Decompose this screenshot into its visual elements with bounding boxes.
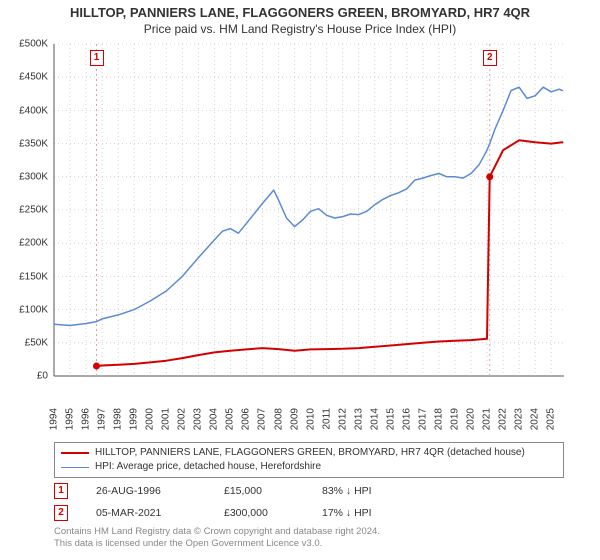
x-tick-label: 1997 <box>97 408 108 430</box>
x-tick-label: 2000 <box>145 408 156 430</box>
transactions-table: 1 26-AUG-1996 £15,000 83% ↓ HPI 2 05-MAR… <box>54 480 564 524</box>
transaction-diff: 17% ↓ HPI <box>322 507 412 519</box>
x-tick-label: 2001 <box>161 408 172 430</box>
sale-marker-1: 1 <box>90 50 104 66</box>
legend-label-hpi: HPI: Average price, detached house, Here… <box>95 460 321 474</box>
transaction-marker-1: 1 <box>54 483 68 499</box>
x-tick-label: 2006 <box>241 408 252 430</box>
x-tick-label: 2025 <box>546 408 557 430</box>
x-tick-label: 2004 <box>209 408 220 430</box>
transaction-date: 05-MAR-2021 <box>96 507 196 519</box>
x-tick-label: 2005 <box>225 408 236 430</box>
x-tick-label: 1998 <box>113 408 124 430</box>
chart-title: HILLTOP, PANNIERS LANE, FLAGGONERS GREEN… <box>0 0 600 20</box>
x-tick-label: 2024 <box>530 408 541 430</box>
transaction-date: 26-AUG-1996 <box>96 485 196 497</box>
legend-item-property: HILLTOP, PANNIERS LANE, FLAGGONERS GREEN… <box>61 446 557 460</box>
x-tick-label: 2016 <box>401 408 412 430</box>
y-tick-label: £500K <box>19 39 48 50</box>
chart-svg <box>0 38 600 438</box>
legend-item-hpi: HPI: Average price, detached house, Here… <box>61 460 557 474</box>
x-tick-label: 2014 <box>369 408 380 430</box>
footer-line-2: This data is licensed under the Open Gov… <box>54 538 564 550</box>
x-tick-label: 1995 <box>65 408 76 430</box>
x-tick-label: 2007 <box>257 408 268 430</box>
x-tick-label: 2010 <box>305 408 316 430</box>
transaction-diff: 83% ↓ HPI <box>322 485 412 497</box>
x-tick-label: 2013 <box>353 408 364 430</box>
transaction-price: £15,000 <box>224 485 294 497</box>
y-tick-label: £150K <box>19 271 48 282</box>
legend-swatch-hpi <box>61 467 89 468</box>
footer-line-1: Contains HM Land Registry data © Crown c… <box>54 526 564 538</box>
transaction-marker-2: 2 <box>54 505 68 521</box>
legend-label-property: HILLTOP, PANNIERS LANE, FLAGGONERS GREEN… <box>95 446 525 460</box>
transaction-price: £300,000 <box>224 507 294 519</box>
x-tick-label: 2015 <box>385 408 396 430</box>
legend-swatch-property <box>61 452 89 454</box>
x-tick-label: 2023 <box>514 408 525 430</box>
y-tick-label: £50K <box>25 338 48 349</box>
legend: HILLTOP, PANNIERS LANE, FLAGGONERS GREEN… <box>54 442 564 478</box>
x-tick-label: 2019 <box>449 408 460 430</box>
y-tick-label: £450K <box>19 72 48 83</box>
x-tick-label: 2012 <box>337 408 348 430</box>
footer: Contains HM Land Registry data © Crown c… <box>54 526 564 550</box>
chart-subtitle: Price paid vs. HM Land Registry's House … <box>0 20 600 38</box>
y-tick-label: £250K <box>19 205 48 216</box>
y-tick-label: £100K <box>19 304 48 315</box>
x-tick-label: 1994 <box>49 408 60 430</box>
y-tick-label: £400K <box>19 105 48 116</box>
x-tick-label: 2002 <box>177 408 188 430</box>
x-tick-label: 2021 <box>482 408 493 430</box>
x-tick-label: 2011 <box>321 408 332 430</box>
transaction-row: 2 05-MAR-2021 £300,000 17% ↓ HPI <box>54 502 564 524</box>
x-tick-label: 2003 <box>193 408 204 430</box>
x-tick-label: 2009 <box>289 408 300 430</box>
plot-area: £0 £50K £100K £150K £200K £250K £300K £350K £400… <box>0 38 600 438</box>
y-tick-label: £200K <box>19 238 48 249</box>
sale-marker-2: 2 <box>483 50 497 66</box>
x-tick-label: 2018 <box>433 408 444 430</box>
x-tick-label: 2022 <box>498 408 509 430</box>
y-tick-label: £300K <box>19 172 48 183</box>
x-tick-label: 2020 <box>465 408 476 430</box>
y-tick-label: £0 <box>37 371 48 382</box>
x-tick-label: 2008 <box>273 408 284 430</box>
x-tick-label: 1999 <box>129 408 140 430</box>
x-tick-label: 2017 <box>417 408 428 430</box>
transaction-row: 1 26-AUG-1996 £15,000 83% ↓ HPI <box>54 480 564 502</box>
y-tick-label: £350K <box>19 138 48 149</box>
x-tick-label: 1996 <box>81 408 92 430</box>
